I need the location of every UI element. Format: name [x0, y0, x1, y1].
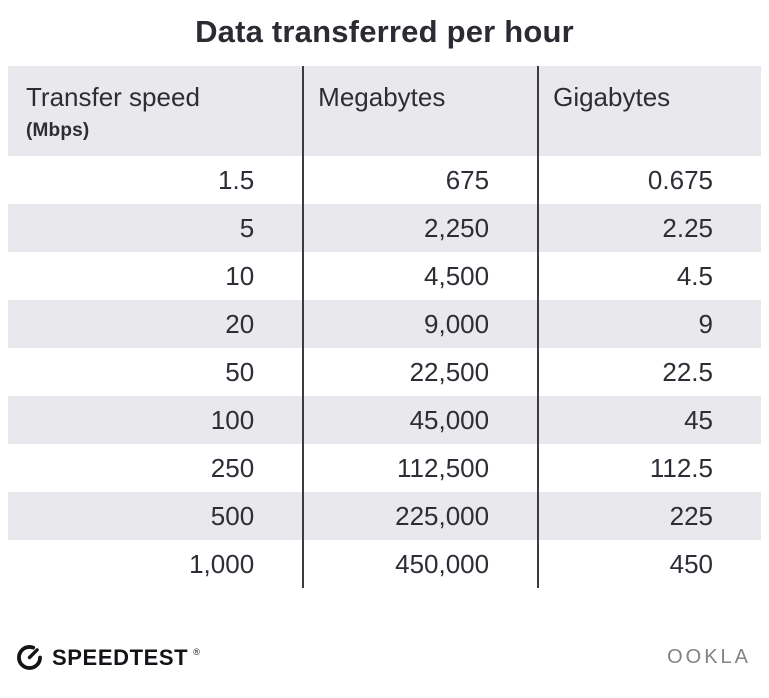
cell-megabytes: 112,500: [302, 444, 539, 492]
header-megabytes: Megabytes: [302, 66, 539, 156]
cell-gigabytes: 4.5: [537, 252, 761, 300]
table-row: 100 45,000 45: [8, 396, 761, 444]
cell-megabytes: 4,500: [302, 252, 539, 300]
speedtest-wordmark: SPEEDTEST: [52, 644, 189, 670]
cell-gigabytes: 9: [537, 300, 761, 348]
cell-speed: 5: [239, 212, 255, 243]
cell-speed: 50: [225, 356, 255, 387]
table-row: 20 9,000 9: [8, 300, 761, 348]
page-title: Data transferred per hour: [195, 14, 574, 49]
table-row: 500 225,000 225: [8, 492, 761, 540]
cell-gigabytes: 225: [537, 492, 761, 540]
cell-gigabytes: 2.25: [537, 204, 761, 252]
header-gigabytes: Gigabytes: [537, 66, 761, 156]
cell-megabytes: 45,000: [302, 396, 539, 444]
cell-speed: 20: [225, 308, 255, 339]
cell-megabytes: 2,250: [302, 204, 539, 252]
table-row: 1,000 450,000 450: [8, 540, 761, 588]
speedtest-logo: SPEEDTEST ®: [16, 644, 200, 671]
cell-megabytes: 22,500: [302, 348, 539, 396]
table-row: 5 2,250 2.25: [8, 204, 761, 252]
cell-speed: 500: [210, 500, 255, 531]
table-row: 250 112,500 112.5: [8, 444, 761, 492]
cell-megabytes: 675: [302, 156, 539, 204]
data-table: Transfer speed (Mbps) Megabytes Gigabyte…: [8, 66, 761, 588]
cell-gigabytes: 0.675: [537, 156, 761, 204]
cell-speed: 1.5: [218, 164, 255, 195]
cell-gigabytes: 450: [537, 540, 761, 588]
cell-megabytes: 225,000: [302, 492, 539, 540]
speedtest-gauge-icon: [17, 645, 42, 670]
cell-speed: 250: [210, 452, 255, 483]
cell-megabytes: 9,000: [302, 300, 539, 348]
table-header-row: Transfer speed (Mbps) Megabytes Gigabyte…: [8, 66, 761, 156]
cell-gigabytes: 22.5: [537, 348, 761, 396]
cell-megabytes: 450,000: [302, 540, 539, 588]
cell-gigabytes: 112.5: [537, 444, 761, 492]
footer: SPEEDTEST ® OOKLA: [8, 644, 761, 671]
header-mbps-label: (Mbps): [26, 120, 90, 141]
infographic-page: Data transferred per hour Transfer speed…: [8, 14, 761, 671]
table-row: 10 4,500 4.5: [8, 252, 761, 300]
cell-gigabytes: 45: [537, 396, 761, 444]
header-transfer-speed-label: Transfer speed: [26, 82, 200, 112]
header-transfer-speed: Transfer speed (Mbps): [8, 66, 304, 156]
cell-speed: 10: [225, 260, 255, 291]
table-row: 50 22,500 22.5: [8, 348, 761, 396]
registered-trademark-mark: ®: [193, 647, 200, 657]
cell-speed: 100: [210, 404, 255, 435]
cell-speed: 1,000: [189, 548, 255, 579]
table-row: 1.5 675 0.675: [8, 156, 761, 204]
ookla-wordmark: OOKLA: [667, 646, 751, 668]
